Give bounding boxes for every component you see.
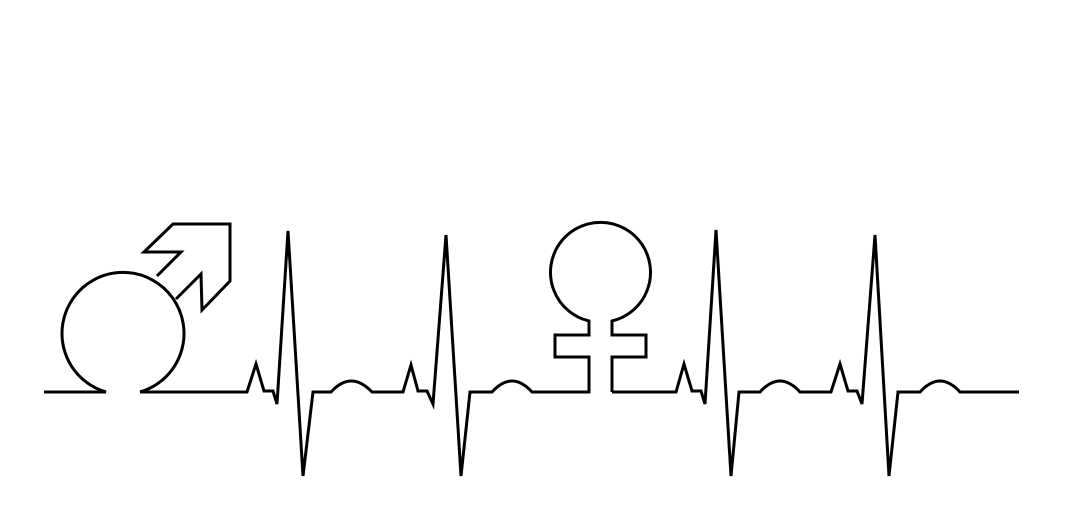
female-shape <box>549 220 652 392</box>
ecg-heartbeat-line <box>140 230 591 477</box>
male-circle <box>44 270 186 394</box>
ecg-segment-1 <box>140 230 591 477</box>
ecg-segment-2 <box>612 229 1019 477</box>
male-symbol-icon <box>44 222 232 394</box>
male-arrow <box>140 222 232 314</box>
female-symbol-icon <box>549 220 652 392</box>
ecg-heartbeat-line-2 <box>612 229 1019 477</box>
